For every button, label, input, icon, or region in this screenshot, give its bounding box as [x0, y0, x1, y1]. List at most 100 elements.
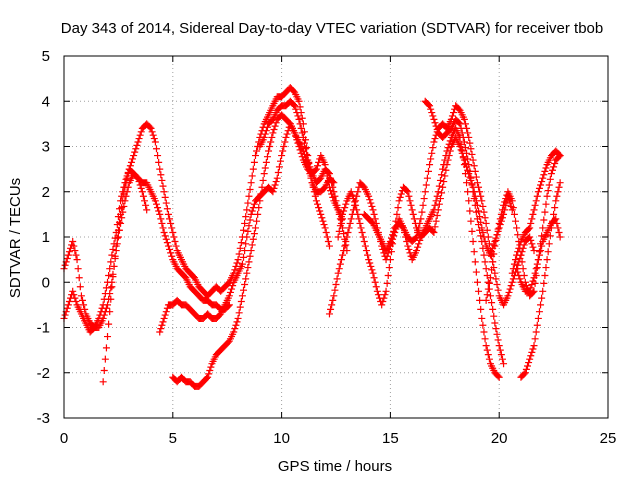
data-point: [494, 336, 502, 344]
data-point: [265, 147, 273, 155]
data-point: [479, 244, 487, 252]
data-point: [534, 314, 542, 322]
data-point: [488, 299, 496, 307]
data-point: [527, 219, 535, 227]
data-point: [78, 296, 86, 304]
data-point: [508, 197, 516, 205]
x-tick-label: 10: [273, 430, 290, 447]
data-point: [319, 217, 327, 225]
data-point: [245, 222, 253, 230]
data-point: [426, 102, 434, 110]
data-point: [529, 210, 537, 218]
data-point: [126, 162, 134, 170]
data-point: [251, 224, 259, 232]
data-point: [538, 294, 546, 302]
data-point: [70, 242, 78, 250]
data-point: [293, 136, 301, 144]
data-point: [542, 200, 550, 208]
data-point: [160, 314, 168, 322]
data-point: [366, 196, 374, 204]
data-point: [360, 238, 368, 246]
data-point: [243, 269, 251, 277]
data-point: [109, 273, 117, 281]
data-point: [272, 178, 280, 186]
data-point: [256, 197, 264, 205]
data-point: [434, 188, 442, 196]
data-point: [102, 344, 110, 352]
series-track-2: [60, 165, 233, 336]
data-point: [311, 166, 319, 174]
series-track-3: [99, 84, 333, 386]
data-point: [347, 215, 355, 223]
data-point: [428, 149, 436, 157]
data-point: [507, 282, 515, 290]
data-point: [438, 189, 446, 197]
data-point: [381, 291, 389, 299]
data-point: [347, 188, 355, 196]
data-point: [527, 284, 535, 292]
data-point: [393, 210, 401, 218]
data-point: [203, 374, 211, 382]
data-point: [142, 201, 150, 209]
data-point: [154, 152, 162, 160]
data-point: [428, 109, 436, 117]
data-point: [427, 105, 435, 113]
data-point: [516, 241, 524, 249]
data-point: [467, 145, 475, 153]
data-point: [446, 147, 454, 155]
data-point: [327, 187, 335, 195]
data-point: [538, 242, 546, 250]
data-point: [535, 184, 543, 192]
data-point: [481, 214, 489, 222]
data-point: [540, 279, 548, 287]
data-point: [380, 294, 388, 302]
data-point: [469, 238, 477, 246]
data-point: [117, 210, 125, 218]
data-point: [331, 286, 339, 294]
data-point: [404, 188, 412, 196]
data-point: [457, 124, 465, 132]
data-point: [158, 219, 166, 227]
data-point: [473, 215, 481, 223]
data-point: [415, 240, 423, 248]
data-point: [526, 287, 534, 295]
data-point: [485, 240, 493, 248]
data-point: [169, 228, 177, 236]
data-point: [111, 252, 119, 260]
data-point: [421, 188, 429, 196]
data-point: [119, 197, 127, 205]
data-point: [61, 261, 69, 269]
data-point: [114, 233, 122, 241]
data-point: [493, 231, 501, 239]
data-point: [547, 224, 555, 232]
data-point: [321, 224, 329, 232]
data-point: [159, 182, 167, 190]
data-point: [496, 215, 504, 223]
data-point: [102, 284, 110, 292]
data-point: [233, 259, 241, 267]
data-point: [547, 170, 555, 178]
data-point: [141, 197, 149, 205]
data-point: [482, 219, 490, 227]
data-point: [478, 197, 486, 205]
data-point: [386, 256, 394, 264]
data-point: [480, 208, 488, 216]
data-point: [424, 167, 432, 175]
data-point: [75, 274, 83, 282]
data-point: [229, 282, 237, 290]
data-point: [249, 165, 257, 173]
data-point: [537, 247, 545, 255]
data-point: [336, 260, 344, 268]
data-point: [550, 163, 558, 171]
data-point: [295, 97, 303, 105]
x-tick-label: 25: [600, 430, 617, 447]
data-point: [359, 233, 367, 241]
data-point: [456, 120, 464, 128]
data-point: [387, 248, 395, 256]
data-point: [464, 155, 472, 163]
data-point: [130, 152, 138, 160]
data-point: [438, 171, 446, 179]
data-point: [356, 219, 364, 227]
data-point: [527, 352, 535, 360]
data-point: [131, 148, 139, 156]
